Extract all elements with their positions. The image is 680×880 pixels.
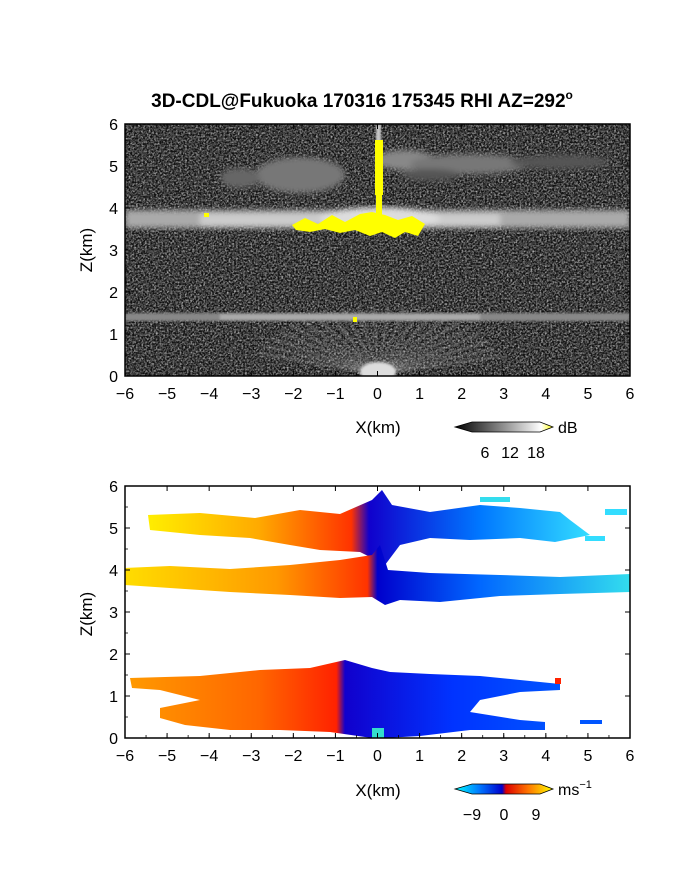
y-tick-label: 2 [109, 285, 118, 302]
lower-aerosol-layer [125, 313, 630, 321]
x-tick-label: 1 [415, 748, 424, 765]
clutter-ray [263, 344, 379, 375]
saturated-echo [204, 140, 425, 322]
velocity-colorbar: ms−1 −9 0 9 [453, 779, 592, 824]
x-tick-label: −3 [242, 386, 260, 403]
y-tick-label: 3 [109, 605, 118, 622]
y-tick-label: 5 [109, 159, 118, 176]
x-tick-label: −2 [284, 386, 302, 403]
x-tick-label: 2 [457, 748, 466, 765]
clutter-ray [270, 337, 379, 375]
colorbar-tick: 0 [500, 807, 509, 824]
x-tick-label: −4 [200, 386, 218, 403]
clutter-ray [377, 321, 460, 375]
colorbar-unit-2: ms−1 [558, 779, 592, 799]
x-tick-label: 1 [415, 386, 424, 403]
y-tick-label: 4 [109, 201, 118, 218]
clutter-ray [279, 330, 379, 375]
colorbar-tick: 12 [501, 445, 519, 462]
x-tick-label: −5 [158, 748, 176, 765]
y-tick-label: 4 [109, 563, 118, 580]
clutter-ray [377, 327, 471, 375]
x-tick-label: 5 [583, 748, 592, 765]
x-tick-label: 5 [583, 386, 592, 403]
y-tick-label: 3 [109, 243, 118, 260]
colorbar-tick: 18 [527, 445, 545, 462]
y-tick-label: 1 [109, 327, 118, 344]
y-tick-label: 5 [109, 521, 118, 538]
x-tick-label: 6 [626, 748, 635, 765]
x-tick-label: 0 [373, 386, 382, 403]
x-tick-label: −1 [326, 748, 344, 765]
y-tick-label: 6 [109, 479, 118, 496]
x-tick-label: 4 [541, 386, 550, 403]
x-tick-label: −6 [116, 386, 134, 403]
colorbar-unit-1: dB [558, 420, 578, 437]
y-tick-label: 6 [109, 117, 118, 134]
y-axis-label-2: Z(km) [77, 592, 96, 636]
x-tick-label: −5 [158, 386, 176, 403]
x-tick-label: 2 [457, 386, 466, 403]
clutter-ray [377, 333, 481, 375]
y-tick-label: 0 [109, 369, 118, 386]
x-tick-label: −2 [284, 748, 302, 765]
x-tick-label: 3 [499, 748, 508, 765]
y-tick-label: 0 [109, 731, 118, 748]
x-tick-label: −1 [326, 386, 344, 403]
clutter-ray [377, 340, 489, 375]
reflectivity-colorbar: dB 6 12 18 [453, 420, 578, 462]
x-tick-label: −6 [116, 748, 134, 765]
clutter-ray [377, 347, 495, 375]
x-tick-label: 4 [541, 748, 550, 765]
x-tick-label: 3 [499, 386, 508, 403]
x-tick-label: −4 [200, 748, 218, 765]
chart-title: 3D-CDL@Fukuoka 170316 175345 RHI AZ=292o [151, 88, 573, 112]
y-tick-label: 1 [109, 689, 118, 706]
velocity-panel: −6 −5 −4 −3 −2 −1 0 1 2 3 4 5 6 0 1 2 3 4 5 6 X(km) Z(km) m… [77, 479, 635, 824]
clutter-ray [290, 324, 379, 375]
x-tick-label: 6 [626, 386, 635, 403]
x-tick-label: −3 [242, 748, 260, 765]
colorbar-tick: −9 [463, 807, 481, 824]
clutter-ray [377, 355, 500, 375]
upper-cloud-layer [220, 150, 610, 193]
x-tick-label: 0 [373, 748, 382, 765]
colorbar-tick: 9 [532, 807, 541, 824]
y-tick-label: 2 [109, 647, 118, 664]
x-axis-label-1: X(km) [355, 418, 400, 437]
mid-velocity-layer [125, 545, 630, 605]
colorbar-tick: 6 [481, 445, 490, 462]
x-axis-label-2: X(km) [355, 781, 400, 800]
y-axis-label-1: Z(km) [77, 228, 96, 272]
clutter-ray [258, 352, 379, 375]
upper-velocity-layer [148, 490, 627, 565]
